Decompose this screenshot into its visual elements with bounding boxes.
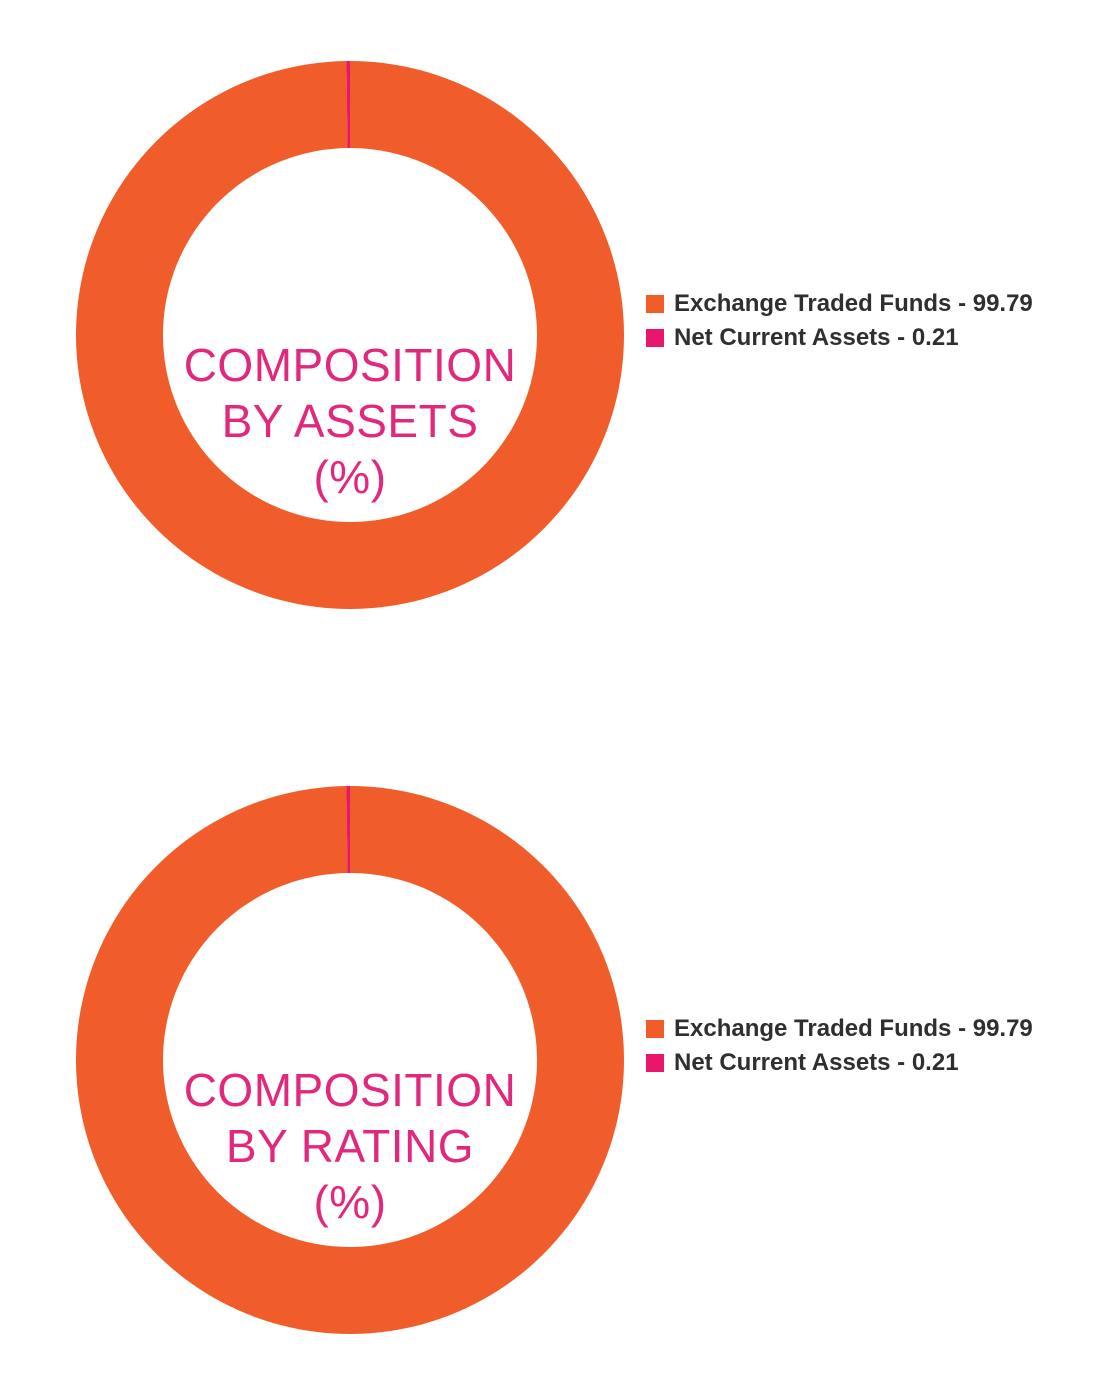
rating-center-line-1: COMPOSITION (183, 1064, 517, 1116)
assets-slice-nca (346, 61, 350, 149)
assets-legend-label-nca: Net Current Assets - 0.21 (674, 324, 959, 351)
composition-by-assets-chart: COMPOSITION BY ASSETS (%) Exchange Trade… (0, 55, 1101, 615)
assets-slice-etf (76, 61, 624, 609)
assets-center-line-2: BY ASSETS (221, 395, 479, 447)
assets-center-label: COMPOSITION BY ASSETS (%) (150, 337, 550, 505)
rating-legend: Exchange Traded Funds - 99.79 Net Curren… (646, 1012, 1033, 1080)
assets-legend: Exchange Traded Funds - 99.79 Net Curren… (646, 287, 1033, 355)
rating-center-line-3: (%) (313, 1176, 387, 1228)
rating-slice-nca (346, 786, 350, 874)
assets-legend-item-nca: Net Current Assets - 0.21 (646, 321, 1033, 355)
assets-center-line-3: (%) (313, 451, 387, 503)
rating-legend-label-etf: Exchange Traded Funds - 99.79 (674, 1015, 1033, 1042)
rating-center-label: COMPOSITION BY RATING (%) (150, 1062, 550, 1230)
assets-legend-swatch-nca (646, 329, 664, 347)
assets-legend-label-etf: Exchange Traded Funds - 99.79 (674, 290, 1033, 317)
assets-donut (76, 61, 624, 609)
rating-donut (76, 786, 624, 1334)
assets-legend-item-etf: Exchange Traded Funds - 99.79 (646, 287, 1033, 321)
rating-slice-etf (76, 786, 624, 1334)
rating-center-line-2: BY RATING (225, 1120, 475, 1172)
rating-legend-swatch-etf (646, 1020, 664, 1038)
rating-legend-label-nca: Net Current Assets - 0.21 (674, 1049, 959, 1076)
assets-legend-swatch-etf (646, 295, 664, 313)
composition-by-rating-chart: COMPOSITION BY RATING (%) Exchange Trade… (0, 780, 1101, 1340)
rating-legend-item-nca: Net Current Assets - 0.21 (646, 1046, 1033, 1080)
rating-legend-item-etf: Exchange Traded Funds - 99.79 (646, 1012, 1033, 1046)
assets-center-line-1: COMPOSITION (183, 339, 517, 391)
rating-legend-swatch-nca (646, 1054, 664, 1072)
